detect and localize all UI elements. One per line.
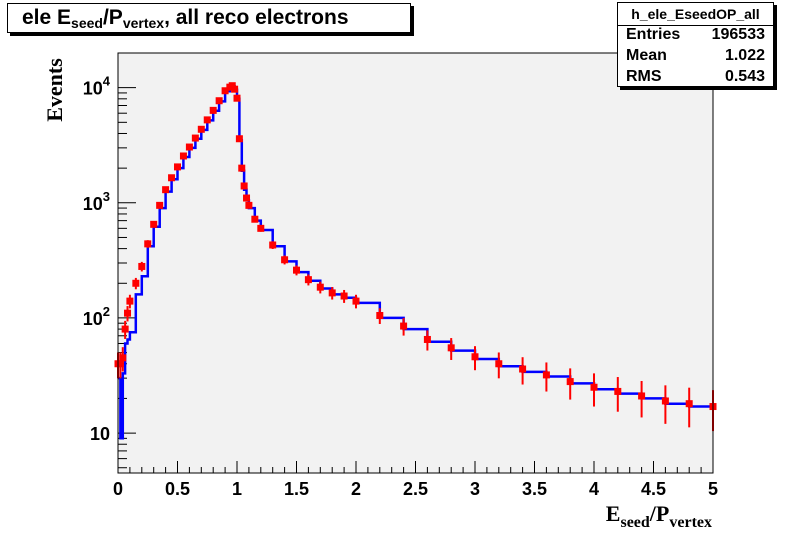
data-point bbox=[661, 397, 669, 405]
data-point bbox=[240, 182, 248, 190]
data-point bbox=[119, 354, 127, 362]
x-tick-label: 0 bbox=[113, 479, 123, 499]
data-point bbox=[245, 201, 253, 209]
data-point bbox=[519, 365, 527, 373]
data-point bbox=[447, 344, 455, 352]
frame-background bbox=[118, 53, 713, 473]
data-point bbox=[121, 325, 129, 333]
data-point bbox=[281, 256, 289, 264]
data-point bbox=[209, 106, 217, 114]
stats-row-entries: Entries 196533 bbox=[626, 26, 765, 43]
series-layer bbox=[114, 82, 717, 440]
data-point bbox=[251, 215, 259, 223]
data-point bbox=[495, 360, 503, 368]
x-tick-labels: 0 0.5 1 1.5 2 2.5 3 3.5 4 4.5 5 bbox=[113, 479, 718, 499]
data-point bbox=[132, 279, 140, 287]
data-point bbox=[168, 174, 176, 182]
data-point bbox=[400, 322, 408, 330]
data-point bbox=[238, 164, 246, 172]
data-point bbox=[340, 292, 348, 300]
x-tick-label: 4 bbox=[589, 479, 599, 499]
y-tick-label: 102 bbox=[83, 304, 110, 329]
x-tick-label: 5 bbox=[708, 479, 718, 499]
data-point bbox=[243, 194, 251, 202]
x-tick-label: 4.5 bbox=[641, 479, 666, 499]
stats-row-rms: RMS 0.543 bbox=[626, 68, 765, 85]
data-point bbox=[197, 125, 205, 133]
data-point bbox=[221, 87, 229, 95]
frame-border bbox=[117, 52, 714, 474]
data-point bbox=[138, 262, 146, 270]
data-point bbox=[316, 283, 324, 291]
x-tick-label: 1.5 bbox=[284, 479, 309, 499]
data-point bbox=[126, 297, 134, 305]
y-tick-label: 104 bbox=[83, 74, 111, 99]
data-point bbox=[124, 309, 132, 317]
data-point bbox=[614, 387, 622, 395]
stats-box: h_ele_EseedOP_all Entries 196533 Mean 1.… bbox=[617, 2, 774, 87]
data-point bbox=[235, 135, 243, 143]
data-point bbox=[566, 378, 574, 386]
data-point bbox=[156, 201, 164, 209]
x-tick-label: 2 bbox=[351, 479, 361, 499]
data-point bbox=[215, 97, 223, 105]
data-point bbox=[304, 276, 312, 284]
x-tick-label: 1 bbox=[232, 479, 242, 499]
data-point bbox=[542, 371, 550, 379]
y-tick-labels: 10 102 103 104 bbox=[83, 74, 111, 444]
plot-title: ele Eseed/Pvertex, all reco electrons bbox=[22, 6, 349, 31]
data-point bbox=[191, 134, 199, 142]
stats-row-mean: Mean 1.022 bbox=[626, 47, 765, 64]
data-point bbox=[423, 335, 431, 343]
stats-histogram-name: h_ele_EseedOP_all bbox=[618, 3, 773, 26]
data-point bbox=[231, 85, 239, 93]
data-point bbox=[144, 240, 152, 248]
data-point bbox=[590, 383, 598, 391]
x-tick-label: 0.5 bbox=[165, 479, 190, 499]
x-tick-label: 3.5 bbox=[522, 479, 547, 499]
data-point bbox=[269, 241, 277, 249]
x-tick-label: 2.5 bbox=[403, 479, 428, 499]
x-tick-label: 3 bbox=[470, 479, 480, 499]
data-point bbox=[162, 186, 170, 194]
data-point bbox=[116, 360, 124, 368]
data-point bbox=[233, 94, 241, 102]
data-point bbox=[352, 297, 360, 305]
data-point bbox=[471, 353, 479, 361]
y-tick-label: 10 bbox=[90, 424, 110, 444]
y-tick-label: 103 bbox=[83, 189, 110, 214]
data-point bbox=[174, 163, 181, 171]
title-box: ele Eseed/Pvertex, all reco electrons bbox=[7, 3, 411, 33]
data-point bbox=[328, 289, 336, 297]
data-point bbox=[638, 392, 646, 400]
y-axis-label: Events bbox=[42, 58, 67, 122]
x-axis-label: Eseed/Pvertex bbox=[606, 501, 712, 531]
data-point bbox=[293, 266, 300, 274]
data-point bbox=[179, 152, 187, 160]
data-point bbox=[685, 400, 693, 408]
data-point bbox=[185, 143, 193, 151]
data-point bbox=[257, 224, 265, 232]
data-point bbox=[203, 116, 211, 124]
data-point bbox=[150, 220, 158, 228]
data-point bbox=[376, 311, 384, 319]
